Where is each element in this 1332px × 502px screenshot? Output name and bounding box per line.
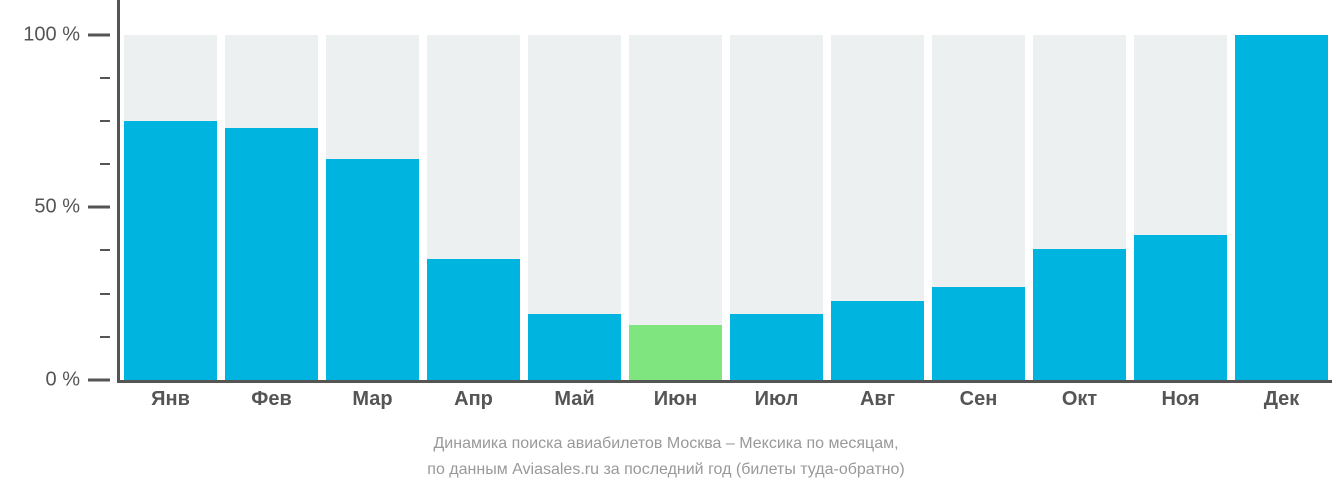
bar [427,259,520,380]
bar-slot [1130,0,1231,380]
y-tick-label: 50 % [34,196,80,219]
chart-caption-line1: Динамика поиска авиабилетов Москва – Мек… [0,432,1332,456]
bar-slot [1231,0,1332,380]
x-tick-label: Май [524,388,625,418]
bar [730,314,823,380]
bar [225,128,318,380]
x-tick-label: Дек [1231,388,1332,418]
x-axis-line [117,380,1332,383]
bar-slot [928,0,1029,380]
bar-slot [322,0,423,380]
monthly-search-chart: 0 % 50 % 100 % ЯнвФевМарАпрМайИюнИюлАвгСен… [0,0,1332,502]
y-tick-label: 100 % [23,23,80,46]
y-tick-minor [100,77,110,79]
bar-slot [423,0,524,380]
x-tick-label: Апр [423,388,524,418]
bar-slot [221,0,322,380]
x-tick-label: Мар [322,388,423,418]
y-tick-minor [100,336,110,338]
bar-slot [1029,0,1130,380]
y-tick-minor [100,293,110,295]
bar-slot [120,0,221,380]
y-tick-major [88,206,110,209]
chart-caption-line2: по данным Aviasales.ru за последний год … [0,458,1332,482]
bar-slot [524,0,625,380]
x-tick-label: Июл [726,388,827,418]
bar [1235,35,1328,380]
x-tick-label: Авг [827,388,928,418]
plot-area [120,0,1332,380]
x-tick-label: Янв [120,388,221,418]
y-tick-minor [100,120,110,122]
y-tick-major [88,379,110,382]
bar [326,159,419,380]
x-tick-label: Июн [625,388,726,418]
bar [124,121,217,380]
y-tick-major [88,33,110,36]
bar [1033,249,1126,380]
x-tick-label: Сен [928,388,1029,418]
bar-slot [726,0,827,380]
x-axis-labels: ЯнвФевМарАпрМайИюнИюлАвгСенОктНояДек [120,388,1332,418]
bar-slot [625,0,726,380]
x-tick-label: Окт [1029,388,1130,418]
y-axis: 0 %50 %100 % [0,0,120,380]
y-tick-minor [100,249,110,251]
x-tick-label: Ноя [1130,388,1231,418]
y-tick-label: 0 % [46,369,80,392]
bar [528,314,621,380]
bar [629,325,722,380]
y-tick-minor [100,163,110,165]
bar [1134,235,1227,380]
x-tick-label: Фев [221,388,322,418]
bar-slot [827,0,928,380]
bars-container [120,0,1332,380]
bar [932,287,1025,380]
bar [831,301,924,380]
